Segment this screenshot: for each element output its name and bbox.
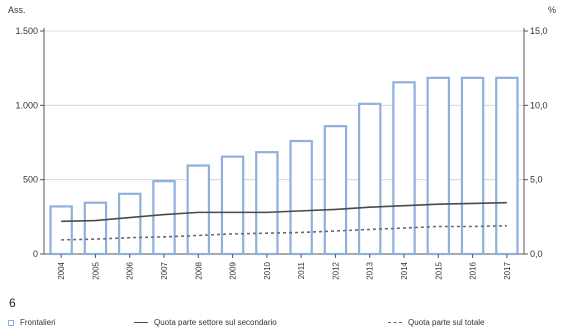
bar xyxy=(83,201,108,256)
bar xyxy=(117,192,142,256)
legend-item-quota-totale: Quota parte sul totale xyxy=(388,318,485,327)
x-tick-label: 2016 xyxy=(469,261,478,279)
footnote-number: 6 xyxy=(9,296,16,310)
legend-label-quota-totale: Quota parte sul totale xyxy=(408,318,485,327)
x-tick-label: 2009 xyxy=(229,261,238,279)
legend-item-quota-secondario: Quota parte settore sul secondario xyxy=(134,318,277,327)
y-left-tick-label: 0 xyxy=(33,249,38,259)
y-left-tick-label: 500 xyxy=(23,175,38,185)
y-left-tick-label: 1.500 xyxy=(15,26,38,36)
x-tick-label: 2017 xyxy=(503,261,512,279)
y-right-tick-label: 15,0 xyxy=(530,26,548,36)
bar-swatch-icon xyxy=(8,319,14,326)
bar xyxy=(289,139,313,256)
bar xyxy=(495,76,519,256)
bar xyxy=(460,76,485,256)
y-left-axis-label: Ass. xyxy=(8,5,26,15)
x-tick-label: 2010 xyxy=(263,261,272,279)
x-tick-label: 2012 xyxy=(331,261,340,279)
bar xyxy=(220,155,245,256)
x-tick-label: 2005 xyxy=(91,261,100,279)
bar xyxy=(255,151,279,256)
bar xyxy=(152,180,176,256)
x-tick-label: 2004 xyxy=(57,261,66,279)
legend-label-frontalieri: Frontalieri xyxy=(20,318,56,327)
x-tick-label: 2013 xyxy=(366,261,375,279)
y-right-axis-label: % xyxy=(548,5,556,15)
bar xyxy=(186,164,211,256)
x-tick-label: 2007 xyxy=(160,261,169,279)
legend-item-frontalieri: Frontalieri xyxy=(8,318,56,327)
y-left-tick-label: 1.000 xyxy=(15,100,38,110)
series-line-quota-totale xyxy=(61,224,507,241)
y-right-tick-label: 0,0 xyxy=(530,249,543,259)
legend-label-quota-secondario: Quota parte settore sul secondario xyxy=(154,318,277,327)
x-tick-label: 2011 xyxy=(297,261,306,279)
bar xyxy=(49,205,73,256)
chart: 0 500 1.000 1.500 0,0 5,0 10,0 15,0 Ass. % 2004 200… xyxy=(8,5,556,280)
y-right-tick-label: 5,0 xyxy=(530,175,543,185)
y-right-tick-label: 10,0 xyxy=(530,100,548,110)
solid-line-swatch-icon xyxy=(134,322,148,323)
x-tick-label: 2014 xyxy=(400,261,409,279)
bar xyxy=(323,125,348,256)
series-line-quota-secondario xyxy=(61,201,507,223)
bar xyxy=(357,102,382,256)
x-tick-label: 2006 xyxy=(126,261,135,279)
legend: Frontalieri Quota parte settore sul seco… xyxy=(8,318,558,332)
dashed-line-swatch-icon xyxy=(388,322,402,323)
bar xyxy=(426,76,451,256)
x-tick-label: 2015 xyxy=(434,261,443,279)
x-tick-label: 2008 xyxy=(194,261,203,279)
